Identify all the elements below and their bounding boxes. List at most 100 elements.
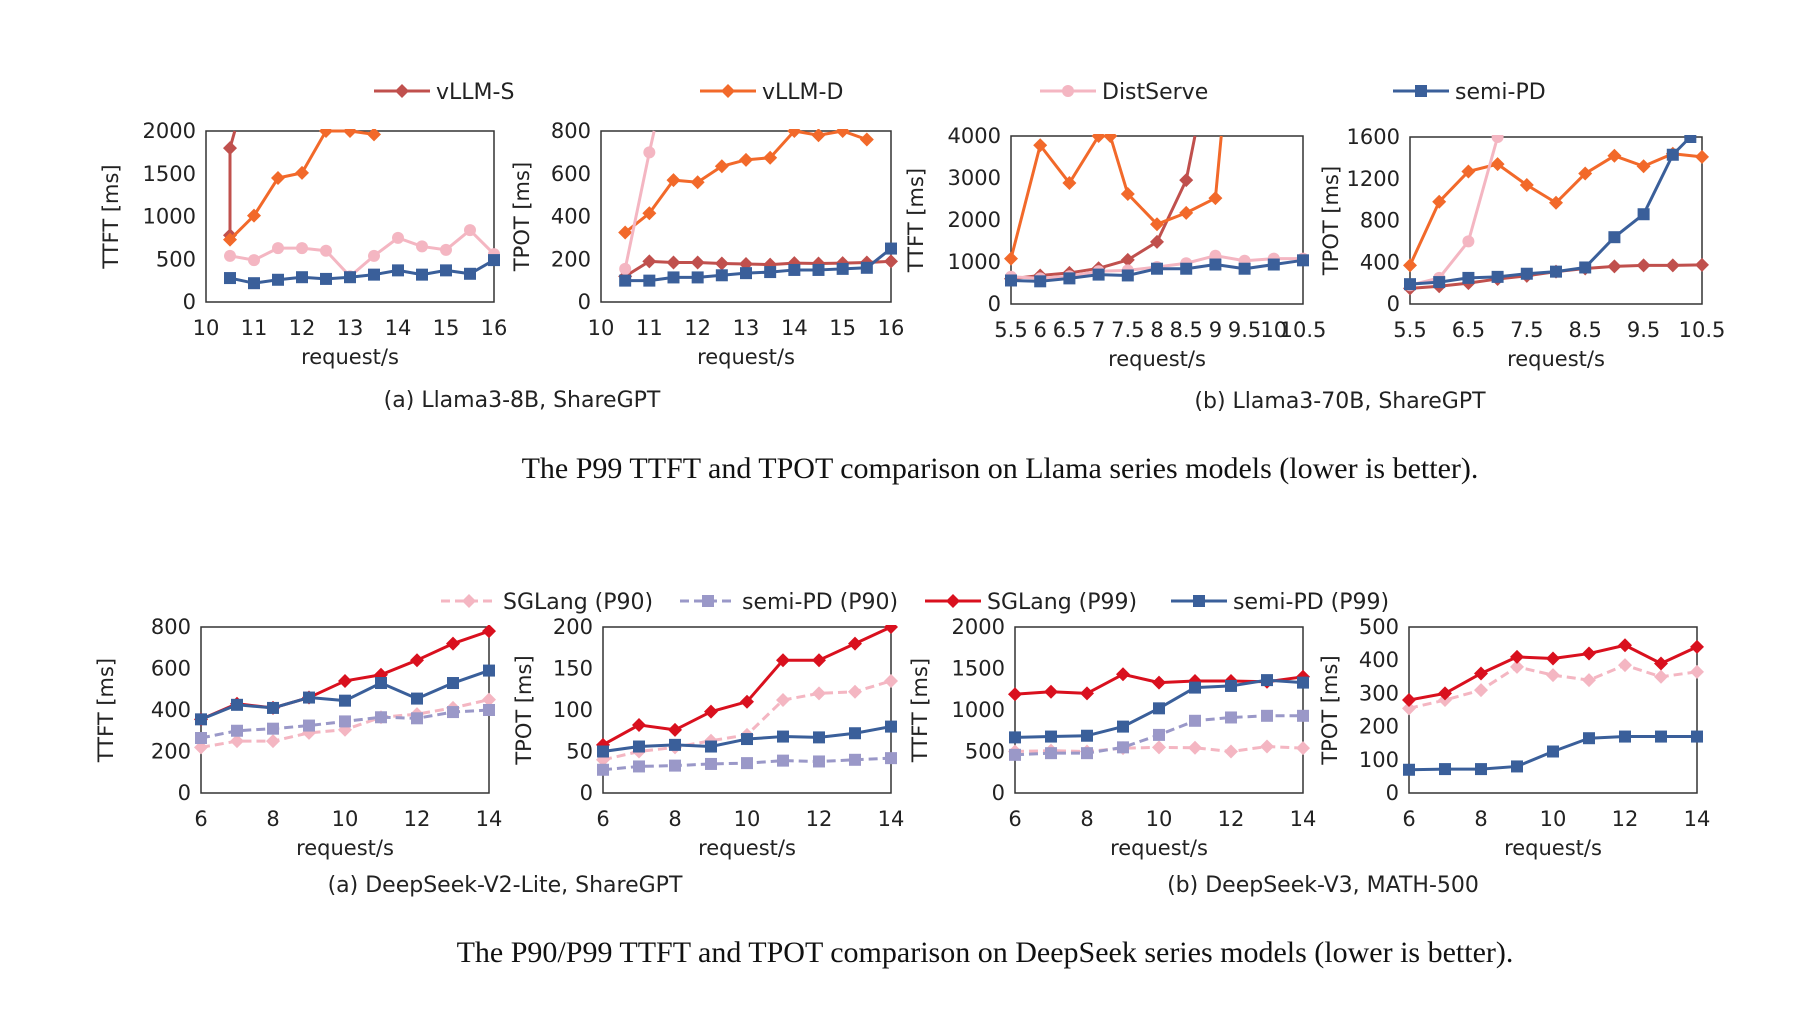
data-point (1546, 651, 1560, 666)
data-point (1403, 763, 1415, 776)
legend-label: SGLang (P99) (987, 590, 1137, 615)
y-tick-label: 500 (965, 740, 1005, 764)
data-point (464, 267, 476, 280)
legend-label: vLLM-S (436, 80, 514, 105)
data-point (482, 692, 496, 707)
data-point (848, 684, 862, 699)
data-point (296, 271, 308, 284)
chart-llama70b-ttft: 0 1000 2000 3000 4000 5.5 6.5 7.5 8.5 9.5 10.5 6 7 8 9… (904, 124, 1326, 371)
data-point (714, 159, 729, 174)
x-tick-label: 10 (332, 807, 359, 831)
y-tick-label: 200 (1359, 715, 1399, 739)
data-point (813, 731, 825, 744)
data-point (1081, 729, 1093, 742)
y-axis-label: TTFT [ms] (908, 658, 932, 763)
data-point (690, 175, 705, 190)
data-point (849, 727, 861, 740)
data-point (1491, 135, 1504, 143)
data-point (763, 150, 778, 165)
x-tick-label: 9.5 (1228, 318, 1261, 342)
y-tick-label: 3000 (948, 166, 1001, 190)
data-point (1582, 646, 1596, 661)
y-tick-label: 0 (988, 292, 1001, 316)
chart-llama8b-ttft: 0 500 1000 1500 2000 10 11 12 13 14 15 16 request/s T… (99, 119, 507, 369)
data-point (669, 759, 681, 772)
x-tick-label: 6.5 (1053, 318, 1086, 342)
y-tick-label: 0 (1386, 781, 1399, 805)
data-point (848, 636, 862, 651)
data-point (1179, 205, 1194, 220)
subcaption-llama70b: (b) Llama3-70B, ShareGPT (1194, 389, 1486, 414)
x-tick-label: 16 (481, 316, 508, 340)
data-point (1433, 276, 1446, 289)
data-point (1121, 269, 1134, 282)
data-point (1491, 270, 1504, 283)
data-point (812, 686, 826, 701)
data-point (643, 146, 656, 159)
data-point (1510, 649, 1524, 664)
data-point (1549, 195, 1563, 210)
data-point (224, 249, 236, 262)
data-point (739, 152, 753, 167)
data-point (338, 673, 352, 688)
y-tick-label: 300 (1359, 681, 1399, 705)
data-point (1116, 667, 1130, 682)
x-tick-label: 10 (1260, 318, 1287, 342)
data-point (597, 763, 609, 776)
x-tick-label: 6.5 (1452, 318, 1485, 342)
series-line-distserve (1409, 136, 1500, 287)
data-point (1404, 278, 1416, 291)
y-tick-label: 50 (566, 740, 593, 764)
x-axis-label: request/s (698, 836, 796, 860)
y-tick-label: 1000 (948, 250, 1001, 274)
data-point (1152, 675, 1166, 690)
data-point (741, 733, 753, 746)
x-tick-label: 10 (1540, 807, 1567, 831)
data-point (266, 734, 280, 749)
data-point (1044, 684, 1058, 699)
y-tick-label: 2000 (143, 119, 196, 143)
x-tick-label: 11 (241, 316, 268, 340)
data-point (1474, 666, 1488, 681)
data-point (1475, 763, 1487, 776)
y-tick-label: 600 (551, 162, 591, 186)
y-tick-label: 100 (553, 698, 593, 722)
data-point (1092, 268, 1105, 281)
y-tick-label: 400 (1360, 250, 1400, 274)
data-point (633, 740, 645, 753)
x-axis-label: request/s (697, 345, 795, 369)
x-axis-label: request/s (296, 836, 394, 860)
data-point (740, 267, 752, 280)
data-point (1695, 149, 1709, 164)
data-point (1180, 262, 1193, 275)
y-tick-label: 100 (1359, 748, 1399, 772)
data-point (642, 206, 657, 221)
legend-marker (462, 594, 476, 608)
data-point (1636, 159, 1651, 174)
legend-marker (721, 84, 735, 98)
x-tick-label: 6 (1402, 807, 1415, 831)
legend-label: vLLM-D (762, 80, 843, 105)
data-point (1225, 679, 1237, 692)
data-point (849, 753, 861, 766)
data-point (715, 269, 728, 282)
plot-area (1010, 135, 1304, 305)
y-tick-label: 1000 (952, 698, 1005, 722)
data-point (1179, 173, 1194, 188)
data-point (1008, 687, 1022, 702)
data-point (1120, 252, 1135, 267)
data-point (1261, 674, 1273, 687)
data-point (446, 636, 460, 651)
y-tick-label: 4000 (948, 124, 1001, 148)
x-tick-label: 8 (1080, 807, 1093, 831)
data-point (272, 242, 284, 255)
y-tick-label: 2000 (948, 208, 1001, 232)
data-point (440, 243, 452, 256)
data-point (1209, 258, 1222, 271)
x-axis-label: request/s (1507, 347, 1605, 371)
data-point (295, 165, 309, 180)
x-tick-label: 10 (734, 807, 761, 831)
data-point (1684, 135, 1697, 143)
data-point (1150, 234, 1164, 249)
data-point (714, 256, 729, 271)
